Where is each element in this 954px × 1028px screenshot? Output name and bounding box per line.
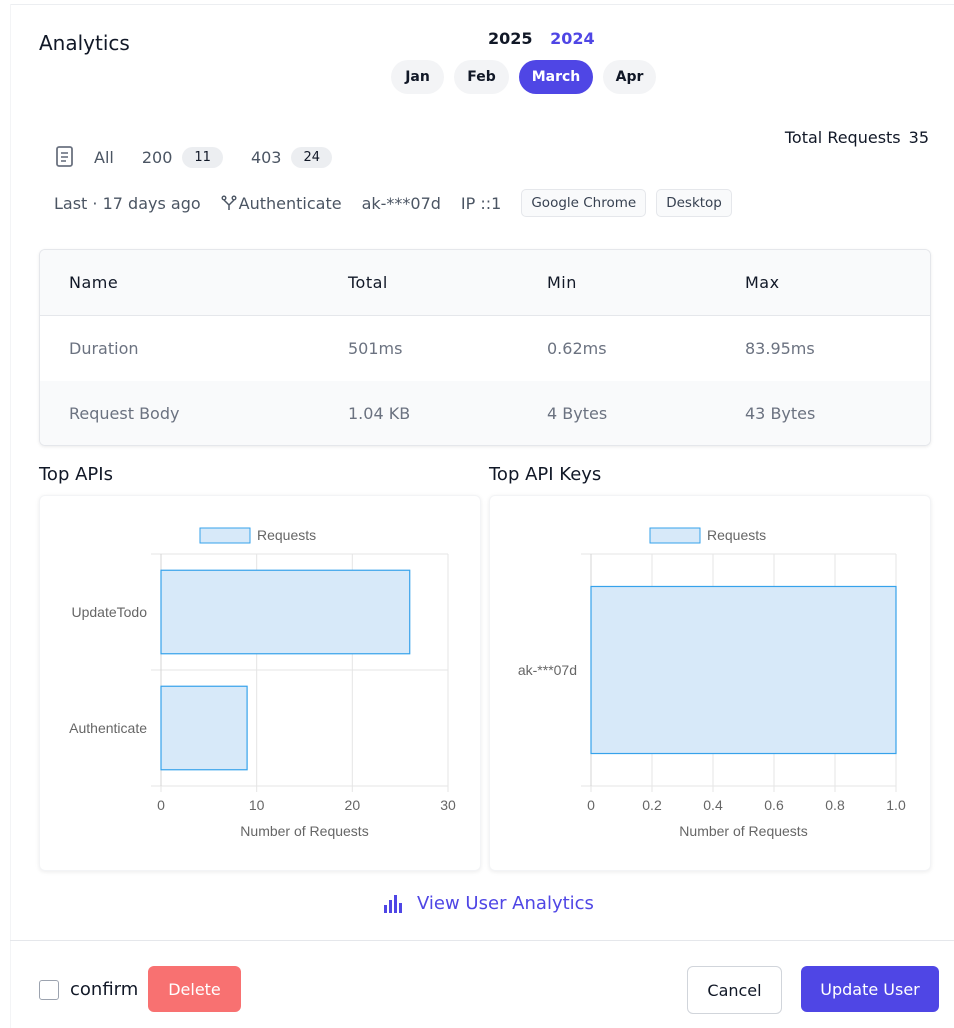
x-axis-title: Number of Requests <box>240 823 368 839</box>
api-key: ak-***07d <box>361 193 441 213</box>
last-seen: Last · 17 days ago <box>54 193 201 213</box>
x-tick-label: 20 <box>345 797 361 813</box>
operation: Authenticate <box>221 194 342 213</box>
status-filters: All 200 11 403 24 <box>54 145 360 169</box>
branch-icon <box>221 195 237 210</box>
ip-address: IP ::1 <box>460 193 502 213</box>
delete-button[interactable]: Delete <box>148 966 241 1012</box>
view-user-analytics-link[interactable]: View User Analytics <box>383 893 594 914</box>
table-cell: 4 Bytes <box>547 404 608 423</box>
bar-chart-icon <box>384 894 402 913</box>
filter-200[interactable]: 200 <box>141 147 173 167</box>
x-tick-label: 0.8 <box>825 797 845 813</box>
table-row: Duration 501ms 0.62ms 83.95ms <box>40 316 930 381</box>
month-jan-button[interactable]: Jan <box>391 60 444 94</box>
y-tick-label: ak-***07d <box>518 662 577 678</box>
month-selector: Jan Feb March Apr <box>391 60 656 94</box>
request-info: Last · 17 days ago Authenticate ak-***07… <box>54 189 742 217</box>
x-tick-label: 0.6 <box>764 797 784 813</box>
legend-label: Requests <box>257 527 316 543</box>
x-tick-label: 0.4 <box>703 797 723 813</box>
column-header: Max <box>745 273 780 292</box>
year-selector: 2025 2024 <box>488 29 607 48</box>
x-tick-label: 0 <box>587 797 595 813</box>
total-requests: Total Requests 35 <box>785 128 929 147</box>
operation-name: Authenticate <box>238 193 342 213</box>
footer-divider <box>10 940 954 941</box>
x-tick-label: 0 <box>157 797 165 813</box>
table-cell: 1.04 KB <box>348 404 411 423</box>
bar <box>160 685 248 771</box>
legend-label: Requests <box>707 527 766 543</box>
year-2024[interactable]: 2024 <box>550 29 595 48</box>
table-header-row: Name Total Min Max <box>40 250 930 316</box>
y-tick-label: Authenticate <box>69 720 147 736</box>
month-march-button[interactable]: March <box>519 60 593 94</box>
stats-table: Name Total Min Max Duration 501ms 0.62ms… <box>39 249 931 446</box>
x-tick-label: 30 <box>440 797 456 813</box>
browser-tag: Google Chrome <box>521 189 647 217</box>
top-api-keys-title: Top API Keys <box>489 464 602 485</box>
legend-swatch <box>199 527 251 544</box>
document-list-icon[interactable] <box>54 145 76 169</box>
table-row: Request Body 1.04 KB 4 Bytes 43 Bytes <box>40 381 930 445</box>
total-requests-label: Total Requests <box>784 128 901 147</box>
device-tag: Desktop <box>656 189 732 217</box>
cancel-button[interactable]: Cancel <box>687 966 782 1014</box>
table-cell: 83.95ms <box>745 339 815 358</box>
filter-403[interactable]: 403 <box>250 147 282 167</box>
table-cell: Duration <box>69 339 139 358</box>
column-header: Total <box>348 273 388 292</box>
filter-all[interactable]: All <box>94 147 114 167</box>
confirm-control: confirm <box>39 979 138 1000</box>
view-user-analytics-label: View User Analytics <box>417 893 594 914</box>
table-cell: 0.62ms <box>547 339 607 358</box>
top-api-keys-chart-svg: Requests 0 0.2 0.4 0.6 0.8 1.0 ak-***07d Number … <box>518 527 906 839</box>
panel-left-border <box>10 4 11 1028</box>
y-tick-label: UpdateTodo <box>71 604 147 620</box>
update-user-button[interactable]: Update User <box>801 966 939 1012</box>
bar <box>160 569 411 655</box>
page-title: Analytics <box>39 31 130 55</box>
top-apis-title: Top APIs <box>39 464 113 485</box>
top-apis-chart: Requests 0 10 20 30 UpdateTodo Authenticate Num… <box>39 495 481 871</box>
table-cell: 43 Bytes <box>745 404 816 423</box>
column-header: Min <box>547 273 577 292</box>
top-apis-chart-svg: Requests 0 10 20 30 UpdateTodo Authenticate Num… <box>69 527 456 839</box>
panel-top-border <box>10 4 954 5</box>
filter-200-count: 11 <box>182 146 223 168</box>
month-apr-button[interactable]: Apr <box>603 60 656 94</box>
total-requests-value: 35 <box>908 128 929 147</box>
x-tick-label: 0.2 <box>642 797 662 813</box>
x-tick-label: 10 <box>249 797 265 813</box>
x-tick-label: 1.0 <box>886 797 906 813</box>
filter-403-count: 24 <box>291 146 333 168</box>
month-feb-button[interactable]: Feb <box>454 60 509 94</box>
bar <box>590 585 897 755</box>
table-cell: 501ms <box>348 339 403 358</box>
confirm-checkbox[interactable] <box>39 979 59 1000</box>
legend-swatch <box>649 527 701 544</box>
top-api-keys-chart: Requests 0 0.2 0.4 0.6 0.8 1.0 ak-***07d Number … <box>489 495 931 871</box>
column-header: Name <box>69 273 119 292</box>
x-axis-title: Number of Requests <box>679 823 807 839</box>
confirm-label: confirm <box>70 979 139 1000</box>
year-2025[interactable]: 2025 <box>488 29 533 48</box>
table-cell: Request Body <box>69 404 180 423</box>
